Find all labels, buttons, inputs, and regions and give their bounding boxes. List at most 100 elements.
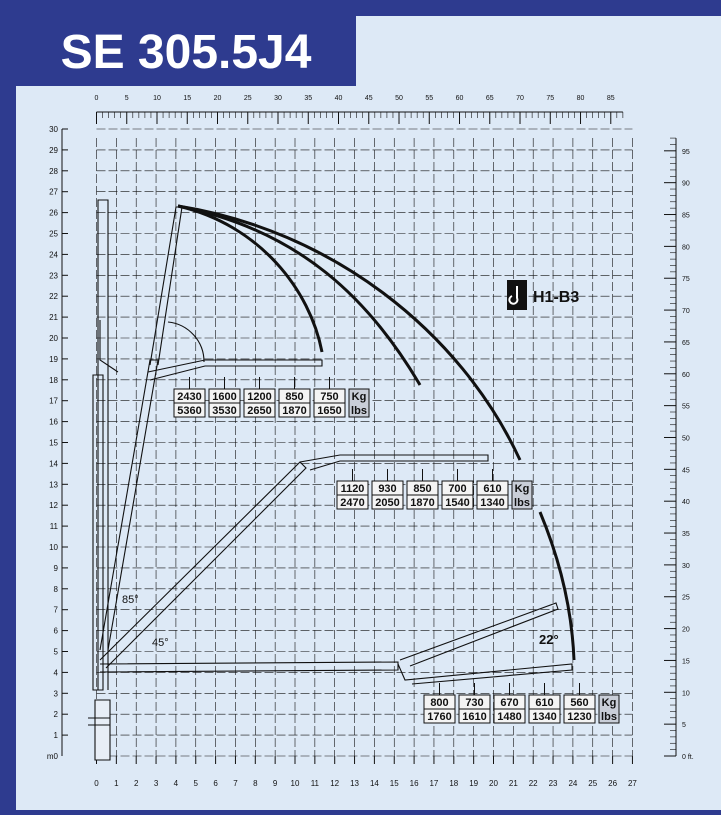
y-ft-tick-label: 65 [682, 340, 690, 347]
boom-vertical [97, 199, 109, 690]
y-m-zero-label: m0 [47, 752, 59, 761]
y-ft-tick-label: 75 [682, 276, 690, 283]
y-ft-tick-label: 90 [682, 181, 690, 188]
y-m-tick-label: 25 [49, 230, 58, 239]
load-lbs-value: 1230 [567, 711, 591, 723]
load-kg-value: 730 [465, 697, 483, 709]
y-m-tick-label: 18 [49, 376, 58, 385]
y-ft-tick-label: 55 [682, 404, 690, 411]
load-lbs-value: 1870 [410, 497, 434, 509]
x-m-tick-label: 2 [134, 779, 139, 788]
y-m-tick-label: 22 [49, 292, 58, 301]
jib-22-degree [399, 602, 559, 667]
angle-label-85: 85° [122, 594, 139, 606]
load-kg-value: 700 [448, 483, 466, 495]
unit-lbs: lbs [351, 405, 367, 417]
x-m-tick-label: 12 [330, 779, 339, 788]
x-ft-tick-label: 70 [516, 95, 524, 102]
y-m-tick-label: 21 [49, 313, 58, 322]
boom-85-main [99, 359, 159, 651]
load-lbs-value: 1760 [427, 711, 451, 723]
load-lbs-value: 1540 [445, 497, 469, 509]
load-lbs-value: 2470 [340, 497, 364, 509]
load-table-2: 1120 2470 930 2050 850 1870 700 1540 610 1340 Kg lb… [336, 469, 533, 510]
load-lbs-value: 1650 [317, 405, 341, 417]
angle-label-22: 22° [539, 632, 559, 647]
x-m-tick-label: 9 [273, 779, 278, 788]
y-m-tick-label: 24 [49, 250, 58, 259]
boom-45-main [99, 461, 307, 669]
load-kg-value: 670 [500, 697, 518, 709]
y-ft-tick-label: 30 [682, 563, 690, 570]
y-m-tick-label: 17 [49, 397, 58, 406]
x-m-tick-label: 15 [390, 779, 399, 788]
y-m-tick-label: 16 [49, 418, 58, 427]
x-m-tick-label: 19 [469, 779, 478, 788]
x-ft-tick-label: 15 [183, 95, 191, 102]
y-m-tick-label: 9 [54, 564, 59, 573]
y-ft-tick-label: 70 [682, 308, 690, 315]
y-m-tick-label: 3 [54, 689, 59, 698]
y-ft-tick-label: 80 [682, 244, 690, 251]
load-lbs-value: 3530 [212, 405, 236, 417]
load-kg-value: 930 [378, 483, 396, 495]
y-m-tick-label: 12 [49, 501, 58, 510]
y-m-tick-label: 19 [49, 355, 58, 364]
load-kg-value: 1120 [341, 483, 365, 495]
y-m-tick-label: 1 [54, 731, 59, 740]
x-m-tick-label: 6 [213, 779, 218, 788]
y-m-tick-label: 7 [54, 606, 59, 615]
x-ft-tick-label: 55 [425, 95, 433, 102]
angle-label-45: 45° [152, 637, 169, 649]
y-ft-tick-label: 10 [682, 690, 690, 697]
x-m-tick-label: 26 [608, 779, 617, 788]
load-kg-value: 560 [570, 697, 588, 709]
reach-curve-outer [177, 204, 522, 461]
y-m-tick-label: 20 [49, 334, 58, 343]
y-ft-tick-label: 45 [682, 467, 690, 474]
x-m-tick-label: 10 [291, 779, 300, 788]
x-m-tick-label: 4 [174, 779, 179, 788]
x-m-tick-label: 18 [449, 779, 458, 788]
x-m-tick-label: 27 [628, 779, 637, 788]
angle-arc-85 [167, 321, 205, 363]
load-kg-value: 750 [320, 391, 338, 403]
load-lbs-value: 2650 [247, 405, 271, 417]
y-m-tick-label: 6 [54, 627, 59, 636]
load-lbs-value: 1870 [282, 405, 306, 417]
x-m-tick-label: 23 [549, 779, 558, 788]
unit-kg: Kg [602, 697, 617, 709]
y-ft-tick-label: 20 [682, 627, 690, 634]
y-ft-tick-label: 15 [682, 658, 690, 665]
load-kg-value: 610 [535, 697, 553, 709]
crane-base-detail [88, 717, 110, 726]
unit-lbs: lbs [514, 497, 530, 509]
x-ft-tick-label: 40 [335, 95, 343, 102]
unit-cell [348, 388, 370, 418]
y-m-tick-label: 4 [54, 668, 59, 677]
load-table-3: 800 1760 730 1610 670 1480 610 1340 560 1230 Kg lbs [423, 683, 620, 724]
boom-vertical-lower [92, 374, 104, 691]
x-m-tick-label: 5 [194, 779, 199, 788]
load-lbs-value: 2050 [375, 497, 399, 509]
jib-45 [299, 454, 489, 471]
y-m-tick-label: 15 [49, 439, 58, 448]
y-m-tick-label: 8 [54, 585, 59, 594]
reach-curve-mid [177, 204, 422, 386]
x-ft-tick-label: 75 [546, 95, 554, 102]
x-m-tick-label: 25 [588, 779, 597, 788]
axes: 0 1 2 3 4 5 6 7 8 9 10 11 12 13 14 15 16 17 18 19 20 21 22 23 24… [47, 95, 694, 788]
x-m-tick-label: 0 [94, 779, 99, 788]
y-ft-tick-label: 35 [682, 531, 690, 538]
jib-horizontal [397, 663, 573, 685]
x-ft-tick-label: 50 [395, 95, 403, 102]
load-kg-value: 2430 [177, 391, 201, 403]
y-m-tick-label: 11 [50, 522, 59, 531]
load-kg-value: 850 [413, 483, 431, 495]
x-ft-tick-label: 45 [365, 95, 373, 102]
load-kg-value: 800 [430, 697, 448, 709]
load-lbs-value: 5360 [177, 405, 201, 417]
x-m-tick-label: 14 [370, 779, 379, 788]
load-lbs-value: 1340 [532, 711, 556, 723]
